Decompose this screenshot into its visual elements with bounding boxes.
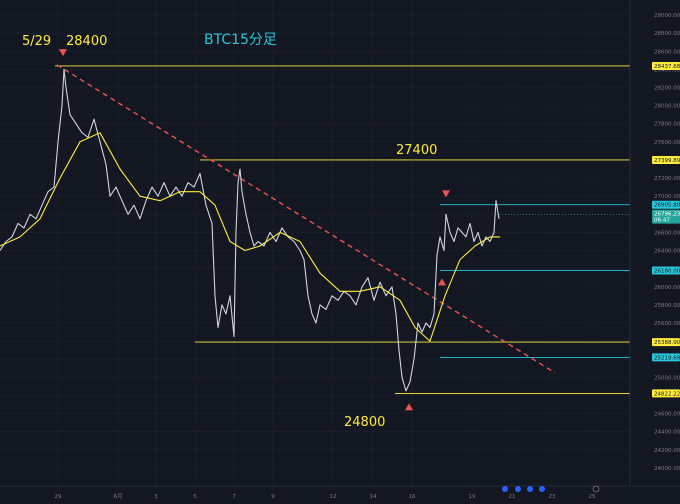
price-tag-label: 24822.22 [654,391,680,397]
price-tags: 28437.68 27399.89 26905.80 26180.00 25388.90… [499,61,680,398]
price-tag [652,353,680,362]
price-tick-label: 27000.00 [654,194,680,200]
price-tick-label: 26000.00 [654,285,680,291]
price-tag-label: 26905.80 [654,203,680,209]
event-flag-icon [515,486,521,492]
price-tag-label: 25219.69 [654,355,680,361]
price-tick-label: 26600.00 [654,230,680,236]
price-tick-label: 25600.00 [654,321,680,327]
chart-title: BTC15分足 [204,32,277,48]
low-value-annotation: 24800 [344,415,385,430]
price-tag [652,200,680,209]
horizontal-levels [55,65,630,394]
price-tag [652,155,680,164]
trendline-layer [56,64,556,374]
time-tick-label: 19 [469,494,476,500]
current-price-tag [652,209,680,224]
price-tick-label: 24200.00 [654,448,680,454]
price-tick-label: 24600.00 [654,412,680,418]
time-tick-label: 3 [154,494,158,500]
settings-icon [592,485,600,493]
price-tick-label: 28000.00 [654,104,680,110]
arrow-up-icon [438,278,446,286]
time-tick-label: 14 [370,494,377,500]
price-tag [652,266,680,275]
time-tick-label: 5 [193,494,197,500]
series-layer [0,68,500,392]
price-tag [652,389,680,398]
arrow-down-icon [59,49,67,57]
time-tick-label: 6月 [114,493,123,500]
current-price-label: 26796.23 [654,212,680,218]
price-tick-label: 25800.00 [654,303,680,309]
mid-value-annotation: 27400 [396,143,437,158]
price-tick-label: 28600.00 [654,49,680,55]
price-tick-label: 29000.00 [654,13,680,19]
price-tick-label: 27800.00 [654,122,680,128]
price-tick-label: 28800.00 [654,31,680,37]
time-tick-label: 25 [589,494,596,500]
price-tag-label: 25388.90 [654,340,680,346]
event-flag-icon [502,486,508,492]
price-tag [652,61,680,70]
time-tick-label: 16 [409,494,416,500]
time-tick-label: 7 [232,494,236,500]
price-line [0,68,500,392]
time-axis[interactable]: 29 6月 3 5 7 9 12 14 16 19 21 23 25 [55,485,600,500]
time-tick-label: 23 [549,494,556,500]
price-tick-label: 28400.00 [654,67,680,73]
time-tick-label: 9 [271,494,275,500]
price-tick-label: 24400.00 [654,430,680,436]
price-tick-label: 27600.00 [654,140,680,146]
moving-average-line [0,132,500,342]
time-tick-label: 12 [330,494,337,500]
price-tag-label: 27399.89 [654,158,680,164]
arrow-up-icon [405,403,413,411]
resistance-trendline [56,64,556,374]
price-tick-label: 24000.00 [654,466,680,472]
price-tick-label: 28200.00 [654,86,680,92]
price-tick-label: 27200.00 [654,176,680,182]
event-flag-icon [539,486,545,492]
event-flag-icon [527,486,533,492]
time-tick-label: 21 [509,494,516,500]
marker-layer [59,49,450,411]
price-tag-label: 28437.68 [654,64,680,70]
price-tag-label: 26180.00 [654,268,680,274]
price-tick-label: 25000.00 [654,375,680,381]
time-tick-label: 29 [55,494,62,500]
high-date-annotation: 5/29 [22,34,51,49]
grid [0,0,630,486]
arrow-down-icon [442,190,450,198]
current-price-time: 06:47 [654,218,670,224]
price-tag [652,338,680,347]
high-value-annotation: 28400 [66,34,107,49]
price-tick-label: 26400.00 [654,249,680,255]
